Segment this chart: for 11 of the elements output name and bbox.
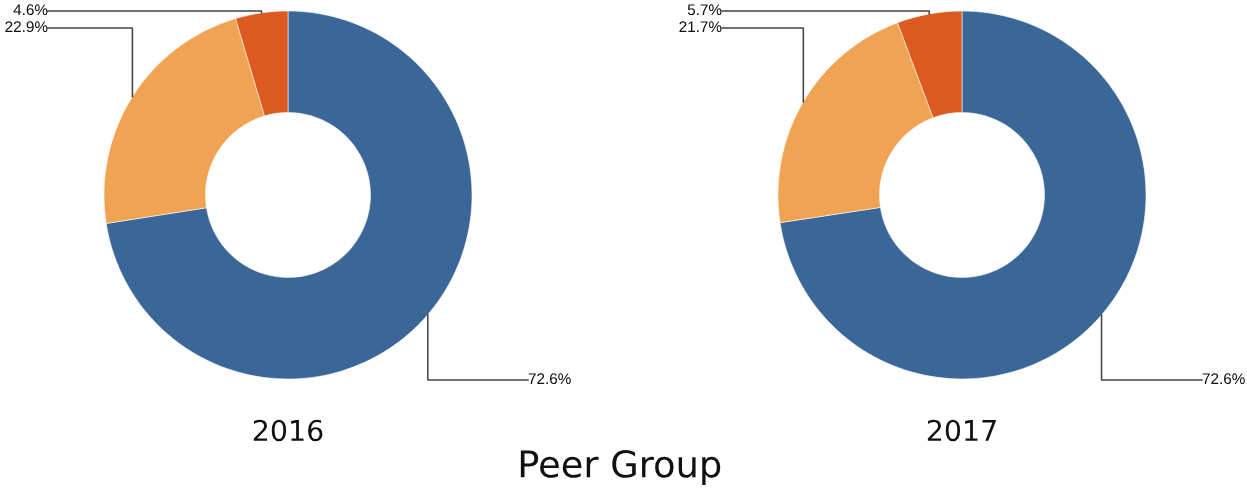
text: 2016 [253,419,323,442]
text: Peer Group [520,450,721,485]
data-label: 5.7% [687,4,722,16]
data-label: 72.6% [528,373,571,385]
text: 2017 [927,419,996,442]
donut-slice [105,10,473,380]
data-label: 21.7% [679,21,722,33]
data-label: 4.6% [13,4,48,16]
data-label: 22.9% [5,21,48,33]
donut-slice [779,10,1147,380]
data-label: 72.6% [1202,373,1245,385]
